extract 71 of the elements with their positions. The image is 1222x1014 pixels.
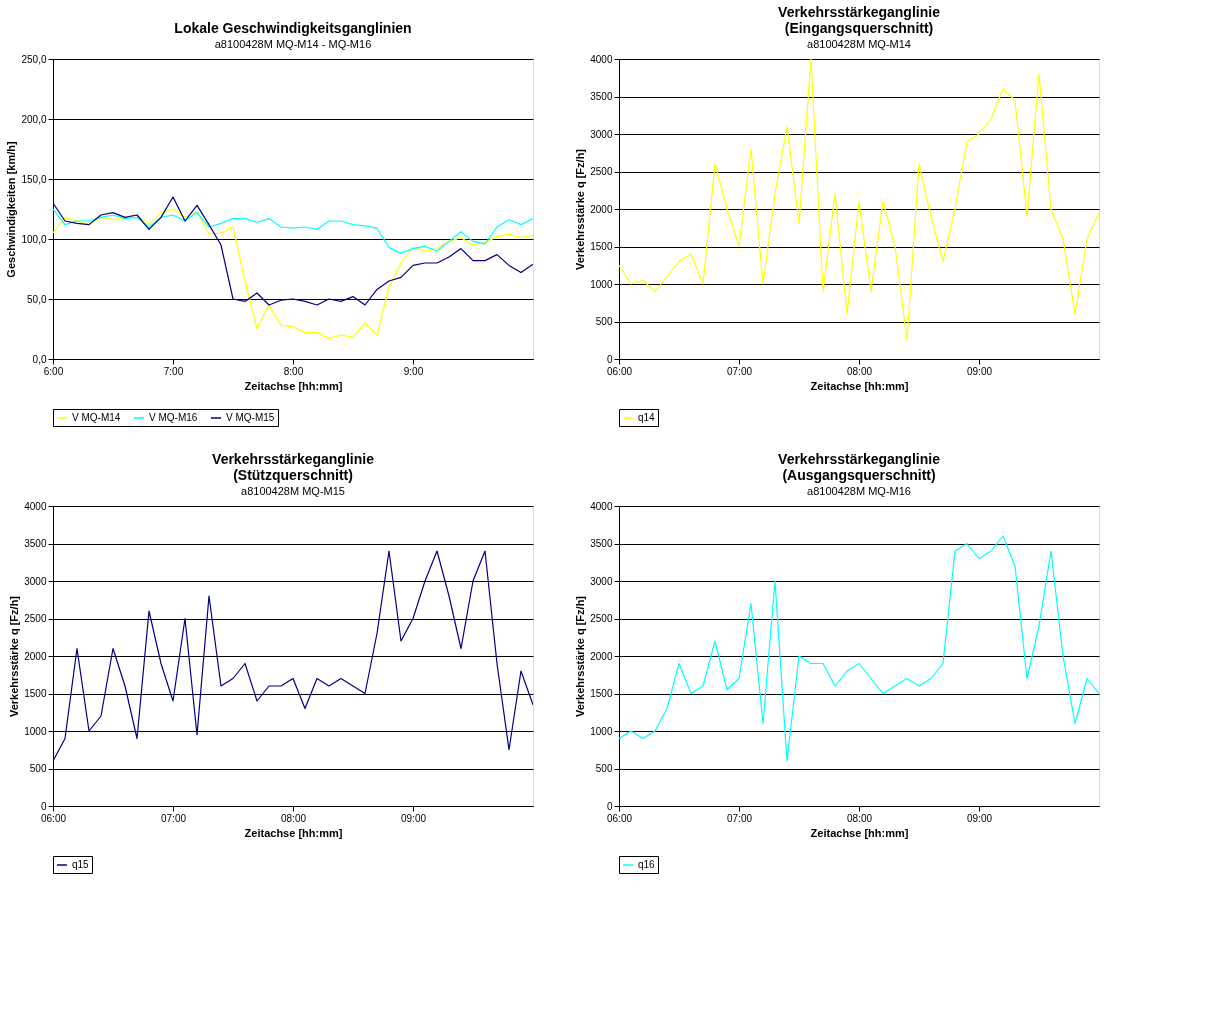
x-tick-label: 9:00: [403, 365, 424, 377]
y-tick-label: 1000: [24, 725, 47, 737]
y-tick-label: 1500: [590, 688, 613, 699]
y-tick-label: 0,0: [32, 353, 47, 365]
y-tick-label: 4000: [590, 53, 613, 65]
y-tick-label: 3000: [590, 575, 613, 587]
legend-label: q16: [638, 859, 656, 870]
y-tick-label: 3500: [590, 91, 613, 102]
chart-subtitle: a8100428M MQ-M14 - MQ-M16: [214, 38, 372, 50]
y-tick-label: 200,0: [21, 113, 47, 125]
y-axis-title: Verkehrsstärke q [Fz/h]: [574, 148, 587, 271]
y-tick-label: 1500: [24, 688, 47, 699]
y-axis-title: Verkehrsstärke q [Fz/h]: [574, 595, 587, 718]
x-tick-label: 06:00: [40, 812, 67, 824]
y-tick-label: 2000: [24, 650, 47, 662]
y-tick-label: 500: [595, 763, 613, 774]
chart-title: Lokale Geschwindigkeitsganglinien: [174, 20, 412, 36]
legend-label: q15: [72, 859, 90, 870]
y-tick-label: 500: [595, 316, 613, 327]
chart-title: Verkehrsstärkeganglinie (Stützquerschnitt): [212, 451, 375, 483]
x-tick-label: 09:00: [400, 812, 427, 824]
y-tick-label: 100,0: [21, 233, 47, 245]
y-tick-label: 1000: [590, 725, 613, 737]
legend-label: V MQ-M16: [149, 412, 198, 423]
y-tick-label: 4000: [24, 500, 47, 512]
x-tick-label: 08:00: [846, 812, 873, 824]
y-tick-label: 500: [29, 763, 47, 774]
chart-subtitle: a8100428M MQ-M14: [807, 38, 911, 50]
x-tick-label: 6:00: [43, 365, 64, 377]
x-tick-label: 08:00: [280, 812, 307, 824]
x-axis-title: Zeitachse [hh:mm]: [810, 379, 909, 392]
y-tick-label: 0: [606, 800, 613, 812]
y-tick-label: 150,0: [21, 173, 47, 185]
chart-subtitle: a8100428M MQ-M15: [241, 485, 345, 497]
x-tick-label: 06:00: [606, 812, 633, 824]
x-tick-label: 09:00: [966, 365, 993, 377]
x-tick-label: 8:00: [283, 365, 304, 377]
y-tick-label: 2000: [590, 203, 613, 215]
y-tick-label: 0: [40, 800, 47, 812]
y-axis-title: Verkehrsstärke q [Fz/h]: [8, 595, 21, 718]
y-axis-title: Geschwindigkeiten [km/h]: [5, 141, 18, 278]
y-tick-label: 1000: [590, 278, 613, 290]
x-tick-label: 07:00: [726, 812, 753, 824]
x-axis-title: Zeitachse [hh:mm]: [244, 379, 343, 392]
y-tick-label: 50,0: [27, 293, 47, 305]
y-tick-label: 2500: [590, 166, 613, 177]
chart-title: Verkehrsstärkeganglinie (Eingangsquerschnitt): [778, 4, 941, 36]
y-tick-label: 2500: [24, 613, 47, 624]
legend-label: q14: [638, 412, 656, 423]
y-tick-label: 1500: [590, 241, 613, 252]
legend-label: V MQ-M14: [72, 412, 121, 423]
y-tick-label: 3000: [24, 575, 47, 587]
x-axis-title: Zeitachse [hh:mm]: [244, 826, 343, 839]
legend-label: V MQ-M15: [226, 412, 275, 423]
y-tick-label: 3500: [24, 538, 47, 549]
y-tick-label: 3500: [590, 538, 613, 549]
x-tick-label: 07:00: [160, 812, 187, 824]
y-tick-label: 250,0: [21, 53, 47, 65]
x-axis-title: Zeitachse [hh:mm]: [810, 826, 909, 839]
x-tick-label: 07:00: [726, 365, 753, 377]
x-tick-label: 06:00: [606, 365, 633, 377]
x-tick-label: 7:00: [163, 365, 184, 377]
chart-subtitle: a8100428M MQ-M16: [807, 485, 911, 497]
chart-title: Verkehrsstärkeganglinie (Ausgangsquerschnitt): [778, 451, 941, 483]
y-tick-label: 0: [606, 353, 613, 365]
x-tick-label: 09:00: [966, 812, 993, 824]
y-tick-label: 2500: [590, 613, 613, 624]
y-tick-label: 3000: [590, 128, 613, 140]
y-tick-label: 2000: [590, 650, 613, 662]
x-tick-label: 08:00: [846, 365, 873, 377]
y-tick-label: 4000: [590, 500, 613, 512]
